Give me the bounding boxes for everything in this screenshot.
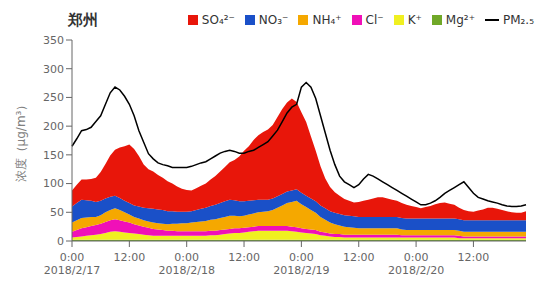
svg-text:250: 250 xyxy=(43,91,64,104)
svg-text:150: 150 xyxy=(43,149,64,162)
svg-text:0:00: 0:00 xyxy=(289,251,314,264)
html-text:Cl⁻: Cl⁻ xyxy=(365,13,384,27)
svg-text:2018/2/18: 2018/2/18 xyxy=(158,264,214,275)
svg-text:100: 100 xyxy=(43,177,64,190)
svg-text:0: 0 xyxy=(57,235,64,248)
svg-text:12:00: 12:00 xyxy=(458,251,490,264)
svg-text:0:00: 0:00 xyxy=(174,251,199,264)
svg-text:2018/2/19: 2018/2/19 xyxy=(273,264,329,275)
svg-text:0:00: 0:00 xyxy=(404,251,429,264)
svg-text:350: 350 xyxy=(43,34,64,47)
svg-text:0:00: 0:00 xyxy=(60,251,85,264)
html-text:K⁺: K⁺ xyxy=(407,13,422,27)
html-text:SO₄²⁻: SO₄²⁻ xyxy=(201,13,235,27)
html-text:郑州: 郑州 xyxy=(68,10,98,29)
svg-text:2018/2/20: 2018/2/20 xyxy=(388,264,444,275)
svg-text:浓度（μg/m³）: 浓度（μg/m³） xyxy=(14,99,28,183)
svg-text:12:00: 12:00 xyxy=(343,251,375,264)
svg-text:2018/2/17: 2018/2/17 xyxy=(44,264,100,275)
svg-text:12:00: 12:00 xyxy=(228,251,260,264)
svg-text:12:00: 12:00 xyxy=(113,251,145,264)
html-text:NH₄⁺: NH₄⁺ xyxy=(312,13,342,27)
html-text:Mg²⁺: Mg²⁺ xyxy=(445,13,475,27)
html-text:NO₃⁻: NO₃⁻ xyxy=(258,13,289,27)
svg-text:50: 50 xyxy=(50,206,64,219)
svg-text:300: 300 xyxy=(43,63,64,76)
svg-text:200: 200 xyxy=(43,120,64,133)
html-text:PM₂.₅: PM₂.₅ xyxy=(503,13,534,27)
